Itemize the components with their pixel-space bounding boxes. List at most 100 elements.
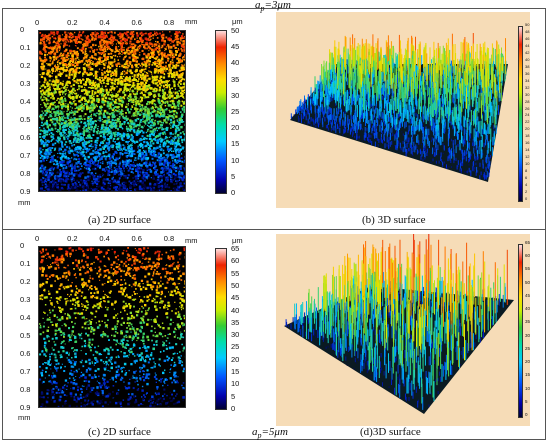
- colorbar-tick-label: 5: [231, 391, 236, 401]
- x-tick-label: 0.6: [131, 234, 142, 243]
- colorbar-tick-label: 42: [525, 49, 530, 55]
- colorbar-tick-label: 28: [525, 98, 530, 104]
- x-tick-label: 0: [35, 18, 40, 27]
- y-tick-label: 0.5: [20, 115, 31, 124]
- y-tick-label: 0.6: [20, 133, 31, 142]
- top-title-value: =3μm: [264, 0, 291, 11]
- colorbar-tick-label: 35: [231, 317, 240, 327]
- x-axis-unit-c: mm: [185, 236, 198, 245]
- x-tick-label: 0.6: [131, 18, 142, 27]
- x-tick-label: 0: [35, 234, 40, 243]
- colorbar-tick-label: 55: [231, 268, 240, 278]
- x-tick-label: 0.4: [99, 18, 110, 27]
- colorbar-tick-label: 5: [231, 171, 236, 181]
- top-title-sub: p: [260, 4, 265, 14]
- colorbar-tick-label: 50: [525, 279, 531, 285]
- colorbar-tick-label: 60: [231, 256, 240, 266]
- colorbar-tick-label: 15: [525, 372, 531, 378]
- caption-d: (d)3D surface: [360, 426, 421, 438]
- caption-b: (b) 3D surface: [362, 214, 426, 226]
- y-tick-label: 0.7: [20, 367, 31, 376]
- colorbar-tick-label: 25: [231, 342, 240, 352]
- colorbar-tick-label: 10: [525, 161, 530, 167]
- colorbar-tick-label: 0: [525, 412, 528, 417]
- y-tick-label: 0.6: [20, 349, 31, 358]
- colorbar-unit-a: μm: [232, 17, 243, 26]
- y-tick-label: 0.5: [20, 331, 31, 340]
- surface-3d-plot-d: [284, 234, 514, 414]
- colorbar-tick-label: 15: [231, 139, 240, 149]
- y-tick-label: 0.1: [20, 43, 31, 52]
- x-tick-label: 0.4: [99, 234, 110, 243]
- colorbar-tick-label: 12: [525, 154, 530, 160]
- x-tick-label: 0.8: [163, 234, 175, 243]
- colorbar-tick-label: 0: [525, 196, 528, 201]
- y-tick-label: 0.8: [20, 169, 31, 178]
- colorbar-tick-label: 30: [231, 330, 240, 340]
- bottom-title-main: a: [252, 426, 258, 438]
- colorbar-tick-label: 50: [525, 22, 530, 27]
- colorbar-tick-label: 50: [231, 280, 240, 290]
- colorbar-tick-label: 16: [525, 140, 530, 146]
- colorbar-tick-label: 14: [525, 147, 530, 153]
- colorbar-tick-label: 65: [525, 240, 531, 245]
- colorbar-tick-label: 32: [525, 84, 530, 90]
- colorbar-tick-label: 30: [231, 90, 240, 100]
- colorbar-3d-d: [518, 244, 523, 418]
- colorbar-tick-label: 35: [525, 319, 531, 325]
- colorbar-tick-label: 4: [525, 182, 528, 188]
- figure-frame: [2, 8, 546, 440]
- colorbar-tick-label: 40: [525, 306, 531, 312]
- y-tick-label: 0: [20, 25, 25, 34]
- colorbar-tick-label: 65: [231, 244, 240, 253]
- y-tick-label: 0.4: [20, 313, 31, 322]
- colorbar-tick-label: 10: [231, 155, 240, 165]
- colorbar-tick-label: 45: [231, 42, 240, 52]
- x-tick-label: 0.2: [67, 18, 78, 27]
- colorbar-tick-label: 22: [525, 119, 530, 125]
- y-tick-label: 0.4: [20, 97, 31, 106]
- colorbar-tick-label: 45: [525, 292, 531, 298]
- colorbar-a: [215, 30, 227, 194]
- colorbar-tick-label: 40: [231, 58, 240, 68]
- colorbar-tick-label: 8: [525, 168, 528, 174]
- bottom-title: ap=5μm: [252, 426, 288, 440]
- bottom-title-sub: p: [257, 431, 262, 441]
- colorbar-tick-label: 20: [525, 359, 531, 365]
- y-tick-label: 0.8: [20, 385, 31, 394]
- y-tick-label: 0.2: [20, 61, 31, 70]
- y-tick-label: 0.9: [20, 403, 31, 412]
- colorbar-tick-label: 24: [525, 112, 530, 118]
- colorbar-tick-label: 20: [525, 126, 530, 132]
- panel-divider: [2, 229, 546, 230]
- surface-2d-plot-a: [38, 30, 186, 192]
- colorbar-tick-label: 10: [231, 379, 240, 389]
- x-tick-label: 0.2: [67, 234, 78, 243]
- surface-2d-plot-c: [38, 246, 186, 408]
- surface-3d-plot-b: [290, 33, 508, 182]
- colorbar-tick-label: 35: [231, 74, 240, 84]
- colorbar-tick-label: 5: [525, 398, 528, 404]
- y-axis-unit-a: mm: [18, 198, 31, 207]
- y-tick-label: 0.1: [20, 259, 31, 268]
- colorbar-tick-label: 25: [525, 345, 531, 351]
- caption-a: (a) 2D surface: [88, 214, 151, 226]
- colorbar-tick-label: 26: [525, 105, 530, 111]
- caption-d-label: (d)3D surface: [360, 426, 421, 438]
- colorbar-tick-label: 38: [525, 63, 530, 69]
- colorbar-c: [215, 248, 227, 410]
- colorbar-tick-label: 10: [525, 385, 531, 391]
- colorbar-tick-label: 55: [525, 266, 531, 272]
- colorbar-tick-label: 20: [231, 354, 240, 364]
- colorbar-tick-label: 40: [231, 305, 240, 315]
- colorbar-tick-label: 30: [525, 91, 530, 97]
- y-tick-label: 0.3: [20, 295, 31, 304]
- colorbar-tick-label: 25: [231, 107, 240, 116]
- colorbar-tick-label: 15: [231, 367, 240, 377]
- colorbar-tick-label: 48: [525, 28, 530, 34]
- caption-c: (c) 2D surface: [88, 426, 151, 438]
- colorbar-tick-label: 60: [525, 253, 531, 259]
- colorbar-3d-b: [518, 26, 523, 202]
- top-title-main: a: [255, 0, 261, 11]
- top-title: ap=3μm: [255, 0, 291, 13]
